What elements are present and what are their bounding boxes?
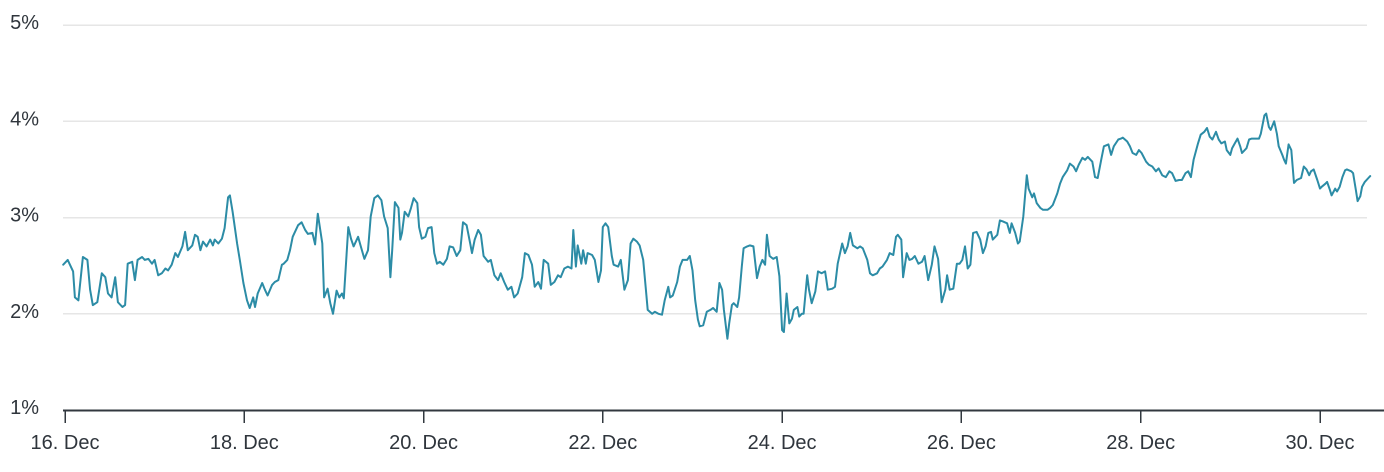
y-axis-tick-label: 4% (10, 108, 39, 130)
x-axis-tick-label: 18. Dec (210, 432, 279, 454)
series-group (62, 112, 1372, 340)
y-axis-tick-label: 2% (10, 301, 39, 323)
gridlines-group (63, 24, 1367, 315)
x-axis-tick-label: 30. Dec (1286, 432, 1355, 454)
x-axis-tick-label: 24. Dec (748, 432, 817, 454)
labels-group: 1% 2% 3% 4% 5% 16. Dec 18. Dec 20. Dec 22. Dec 24… (10, 12, 1354, 454)
percent-series-path (62, 112, 1372, 340)
x-axis-tick-label: 22. Dec (568, 432, 637, 454)
x-axis-tick-label: 20. Dec (389, 432, 458, 454)
y-axis-tick-label: 3% (10, 205, 39, 227)
x-axis-tick-label: 28. Dec (1106, 432, 1175, 454)
x-axis-tick-label: 26. Dec (927, 432, 996, 454)
y-axis-tick-label: 1% (10, 397, 39, 419)
y-axis-tick-label: 5% (10, 12, 39, 34)
axis-group (63, 409, 1384, 423)
x-axis-tick-label: 16. Dec (31, 432, 100, 454)
